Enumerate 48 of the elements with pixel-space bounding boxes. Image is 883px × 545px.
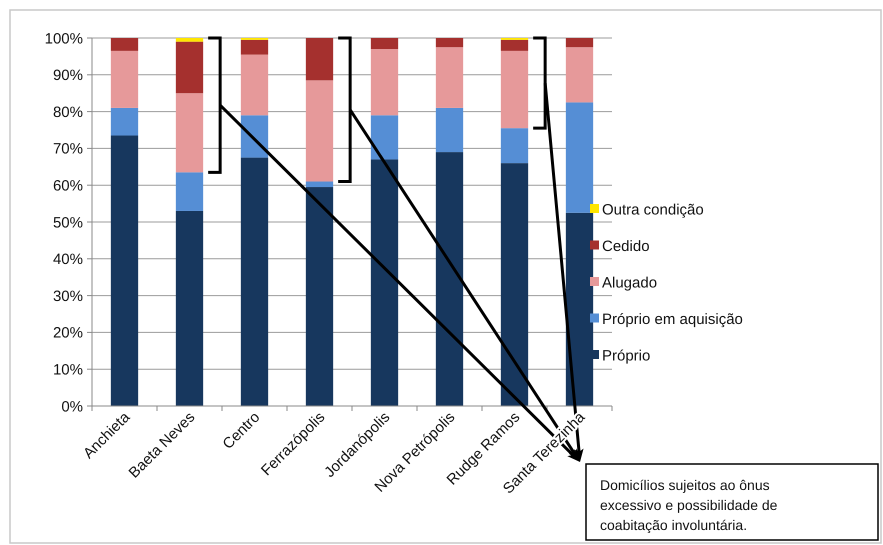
bar	[176, 172, 204, 211]
bar	[240, 158, 268, 406]
y-tick-label: 0%	[61, 398, 83, 416]
legend-label: Outra condição	[602, 201, 704, 218]
y-tick-label: 100%	[44, 30, 83, 48]
y-tick-label: 20%	[52, 324, 83, 342]
bar	[436, 47, 464, 108]
y-tick-label: 30%	[52, 288, 83, 305]
bar	[500, 40, 528, 51]
y-tick-label: 60%	[52, 177, 83, 194]
legend-label: Alugado	[602, 274, 658, 292]
bar	[176, 93, 204, 172]
y-tick-label: 40%	[52, 251, 83, 268]
bar	[110, 136, 138, 406]
bar	[110, 38, 138, 51]
y-tick-label: 80%	[52, 104, 83, 121]
bar	[436, 152, 464, 406]
bar	[566, 38, 594, 48]
bar	[566, 47, 594, 102]
text: Domicílios sujeitos ao ônus excessivo e possibilidade de coabitação involuntária.	[600, 477, 778, 533]
bar	[240, 40, 268, 55]
legend-label: Cedido	[602, 238, 650, 255]
bar	[566, 102, 594, 213]
bar	[436, 38, 464, 48]
bar	[176, 210, 204, 406]
bar	[306, 80, 334, 182]
bar	[110, 50, 138, 108]
bar	[370, 49, 398, 116]
bar	[110, 108, 138, 136]
y-tick-label: 10%	[52, 361, 83, 378]
bar	[370, 159, 398, 406]
y-tick-label: 90%	[52, 67, 83, 84]
bar	[500, 50, 528, 128]
y-tick-label: 70%	[52, 140, 83, 158]
bar	[370, 38, 398, 50]
bar	[500, 128, 528, 164]
bar	[240, 54, 268, 116]
bar	[306, 182, 334, 188]
bar	[306, 38, 334, 80]
y-tick-label: 50%	[52, 214, 83, 232]
legend-label: Próprio	[602, 347, 650, 364]
bar	[176, 38, 204, 42]
bar	[176, 42, 204, 94]
bar	[370, 115, 398, 160]
bar	[500, 163, 528, 406]
bar	[436, 108, 464, 152]
legend-label: Próprio em aquisição	[602, 310, 743, 328]
bar	[306, 187, 334, 406]
